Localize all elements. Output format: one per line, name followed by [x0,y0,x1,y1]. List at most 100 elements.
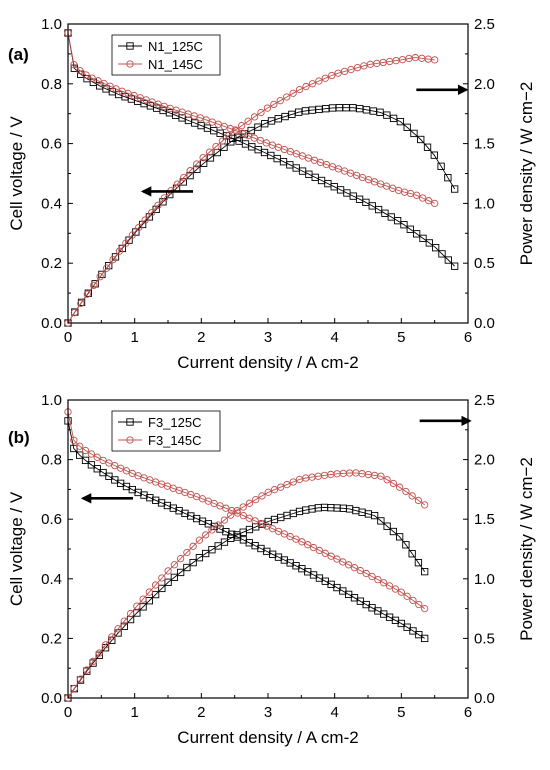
power-point [257,108,265,117]
voltage-point [286,532,294,541]
voltage-point [181,509,189,518]
power-point [77,298,86,307]
y-left-axis-label-b: Cell voltage / V [7,491,26,606]
power-point [264,488,272,496]
voltage-point [374,205,383,214]
voltage-point [425,197,433,205]
voltage-point [409,596,417,605]
voltage-point [216,525,224,533]
power-point [270,486,279,494]
voltage-point [146,494,154,502]
y-right-tick-label: 2.5 [474,392,495,409]
power-point [98,270,106,279]
voltage-point [76,442,84,450]
voltage-point [397,588,405,596]
voltage-point [385,582,394,590]
voltage-point [163,501,172,510]
voltage-point [333,555,341,563]
power-point [83,666,91,674]
y-right-tick-label: 0.0 [474,315,495,332]
power-point [151,581,160,589]
axis-arrows-b [80,415,472,504]
legend-marker [126,418,134,426]
voltage-point [105,459,113,467]
power-point [109,255,117,264]
y-right-tick-label: 1.0 [474,571,495,588]
legend-label-n1-145c: N1_145C [148,57,203,72]
voltage-point [327,552,335,560]
x-tick-label: 1 [130,704,138,721]
voltage-point [122,467,131,475]
power-point [444,174,452,182]
y-left-tick-label: 0.2 [41,630,62,647]
power-point [96,273,104,281]
voltage-point [169,504,177,512]
y-right-ticks-a: 0.0 0.5 1.0 1.5 2.0 2.5 [463,16,495,332]
power-point [277,483,285,491]
power-point [193,160,201,168]
voltage-point [76,451,84,459]
voltage-point [406,225,414,233]
power-point [395,533,404,541]
power-point [200,159,208,167]
voltage-point [245,514,253,522]
x-axis-label-b: Current density / A cm-2 [177,728,358,747]
power-point [89,657,97,666]
power-point [173,180,182,188]
power-point [214,521,222,529]
power-point [205,148,214,156]
voltage-point [175,507,183,515]
power-point [239,503,247,511]
power-point [302,82,310,91]
power-point [389,527,398,536]
voltage-point [415,600,423,609]
power-point [128,231,136,239]
x-tick-label: 1 [130,329,138,346]
power-point [227,138,235,146]
x-tick-label: 6 [464,704,472,721]
power-point [122,239,130,247]
power-point [114,625,122,633]
power-point [164,578,172,586]
voltage-markers-n1-145c [64,29,439,208]
voltage-point [268,525,277,533]
voltage-point [415,631,423,639]
voltage-point [403,592,411,600]
power-point [145,588,153,596]
power-point [231,126,239,134]
power-point [214,542,222,550]
y-left-tick-label: 0.4 [41,571,62,588]
power-point [283,93,291,101]
chart-panel-a: 0 1 2 3 4 5 6 0.0 0.2 0.4 0.6 0.8 1.0 0.0 0.5 1.0 1.5 2… [7,16,536,372]
voltage-point [187,512,195,520]
power-point [76,675,85,683]
voltage-point [198,517,207,525]
voltage-point [192,514,201,523]
power-point [170,561,179,569]
y-right-tick-label: 1.5 [474,511,495,528]
power-point [414,559,423,567]
voltage-point [374,575,382,584]
voltage-point [412,230,421,238]
power-point [227,511,235,519]
chart-panel-b: 0 1 2 3 4 5 6 0.0 0.2 0.4 0.6 0.8 1.0 0.0 0.5 1.0 1.5 2… [7,392,536,747]
voltage-point [82,71,90,79]
power-point [133,602,141,610]
voltage-point [70,436,78,444]
power-point [353,64,362,72]
x-tick-label: 2 [197,329,205,346]
legend-entry-n1-125c: N1_125C [118,39,203,54]
x-tick-label: 5 [397,704,405,721]
voltage-point [70,61,78,69]
voltage-point [391,585,400,593]
voltage-point [256,136,264,145]
voltage-point [368,572,376,581]
voltage-point [76,67,84,75]
voltage-point [381,209,389,217]
x-ticks-b: 0 1 2 3 4 5 6 [64,693,472,721]
voltage-point [292,535,300,543]
power-point [139,595,147,603]
power-point [91,280,99,288]
y-right-axis-label-b: Power density / W cm−2 [517,457,536,641]
x-tick-label: 4 [330,704,338,721]
